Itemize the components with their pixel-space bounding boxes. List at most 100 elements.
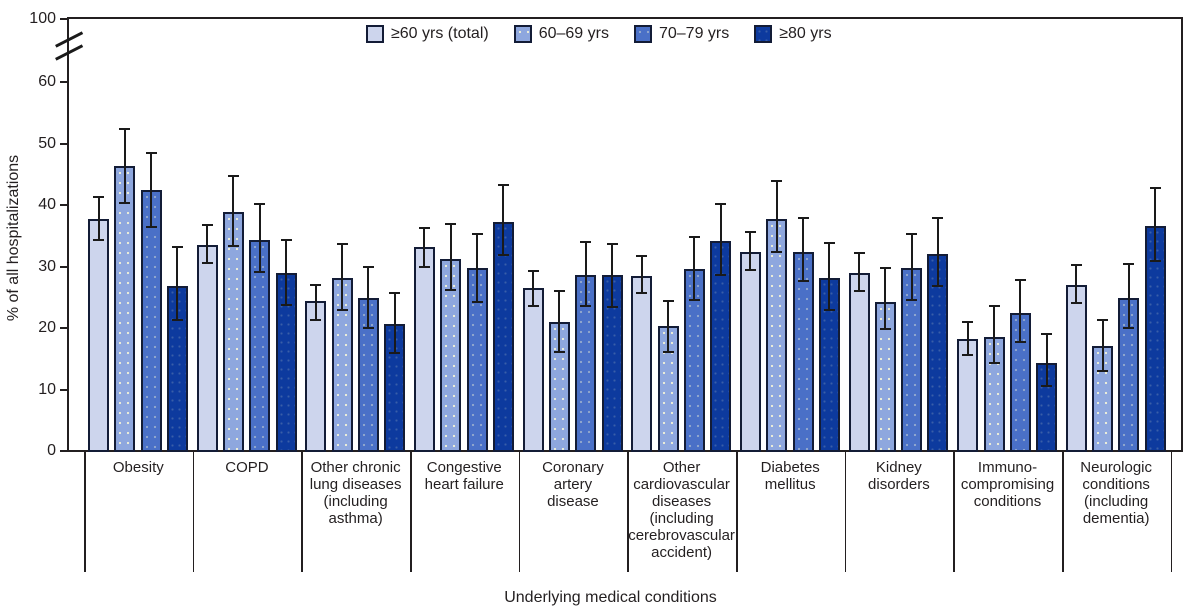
error-bar-line [150, 152, 153, 228]
error-bar-cap-bottom [771, 250, 783, 253]
plot-right-border [1181, 17, 1183, 452]
error-bar-cap-top [879, 267, 891, 270]
category-label: Diabetes mellitus [760, 459, 820, 493]
bar [575, 275, 597, 452]
error-bar-line [285, 239, 288, 306]
error-bar-line [749, 230, 752, 271]
legend-item: ≥60 yrs (total) [366, 25, 489, 43]
error-bar-cap-bottom [418, 265, 430, 268]
error-bar-line [884, 267, 887, 331]
error-bar-line [1019, 279, 1022, 343]
error-bar-line [1045, 332, 1048, 388]
legend-swatch-icon [633, 25, 652, 43]
bar [683, 268, 705, 452]
error-bar-line [640, 254, 643, 295]
y-tick-mark [60, 81, 67, 83]
error-bar-line [910, 233, 913, 301]
error-bar-cap-top [1149, 186, 1161, 189]
error-bar-line [367, 265, 370, 330]
bar [710, 240, 732, 452]
error-bar-cap-bottom [145, 225, 157, 228]
error-bar-line [258, 203, 261, 274]
error-bar-line [1101, 319, 1104, 372]
group-separator [192, 452, 195, 572]
error-bar-cap-bottom [336, 308, 348, 311]
error-bar-cap-top [497, 184, 509, 187]
error-bar-cap-bottom [606, 306, 618, 309]
error-bar-line [393, 291, 396, 355]
error-bar-line [314, 283, 317, 321]
bar [88, 218, 109, 452]
bar [114, 165, 136, 452]
bar [657, 326, 679, 452]
error-bar-line [558, 289, 561, 354]
error-bar-cap-bottom [93, 238, 104, 241]
error-bar-cap-top [932, 217, 944, 220]
error-bar-cap-top [445, 222, 457, 225]
bar [601, 275, 623, 452]
error-bar-cap-bottom [389, 352, 401, 355]
legend-item: 60–69 yrs [513, 25, 609, 43]
group-separator [1061, 452, 1064, 572]
error-bar-line [532, 270, 535, 308]
bar [848, 272, 870, 452]
error-bar-cap-bottom [906, 298, 918, 301]
error-bar-cap-top [471, 232, 483, 235]
bar [1144, 225, 1166, 452]
legend-label: 60–69 yrs [538, 25, 609, 42]
legend-item: ≥80 yrs [754, 25, 832, 43]
error-bar-cap-bottom [1097, 369, 1109, 372]
legend-label: ≥80 yrs [779, 25, 832, 42]
error-bar-cap-top [119, 128, 131, 131]
bar [548, 321, 570, 452]
bar [631, 275, 653, 452]
error-bar-cap-top [580, 240, 592, 243]
error-bar-line [1127, 263, 1130, 330]
error-bar-cap-bottom [171, 318, 183, 321]
error-bar-cap-top [1041, 332, 1053, 335]
error-bar-line [449, 222, 452, 292]
error-bar-cap-bottom [254, 271, 266, 274]
error-bar-cap-bottom [553, 351, 565, 354]
axis-break-slash [55, 44, 83, 61]
error-bar-line [993, 305, 995, 365]
error-bar-cap-bottom [445, 289, 457, 292]
error-bar-cap-bottom [580, 305, 592, 308]
category-label: Neurologic conditions (including dementia) [1080, 459, 1153, 527]
error-bar-cap-bottom [932, 285, 944, 288]
error-bar-cap-bottom [688, 298, 700, 301]
legend-swatch-icon [366, 25, 384, 43]
y-tick-mark [60, 142, 67, 145]
y-tick-label: 50 [38, 134, 56, 152]
error-bar-cap-bottom [823, 308, 835, 311]
group-separator [735, 452, 738, 572]
error-bar-line [1075, 264, 1078, 304]
error-bar-cap-top [1123, 263, 1135, 266]
error-bar-cap-top [418, 226, 430, 229]
error-bar-cap-top [254, 203, 266, 206]
error-bar-cap-bottom [497, 254, 509, 257]
error-bar-cap-top [227, 174, 239, 177]
x-axis-title: Underlying medical conditions [504, 589, 717, 606]
error-bar-cap-bottom [1070, 302, 1082, 304]
error-bar-cap-bottom [962, 354, 974, 357]
category-label: Other cardiovascular diseases (including cer… [628, 459, 735, 561]
plot-top-border [67, 17, 1183, 19]
error-bar-cap-top [201, 224, 213, 227]
error-bar-cap-top [553, 289, 565, 292]
legend-swatch-icon [754, 25, 773, 43]
error-bar-line [423, 226, 426, 268]
error-bar-cap-top [362, 265, 374, 268]
error-bar-line [858, 251, 861, 292]
error-bar-cap-top [93, 195, 104, 198]
error-bar-line [693, 235, 696, 301]
error-bar-cap-top [171, 246, 183, 249]
error-bar-cap-top [797, 217, 809, 220]
bar [1092, 346, 1114, 452]
legend-label: ≥60 yrs (total) [391, 25, 489, 42]
error-bar-cap-top [389, 291, 401, 294]
y-tick-label: 40 [38, 196, 56, 213]
error-bar-cap-bottom [1123, 327, 1135, 330]
error-bar-cap-bottom [1041, 385, 1053, 388]
y-tick-label: 100 [29, 10, 56, 27]
